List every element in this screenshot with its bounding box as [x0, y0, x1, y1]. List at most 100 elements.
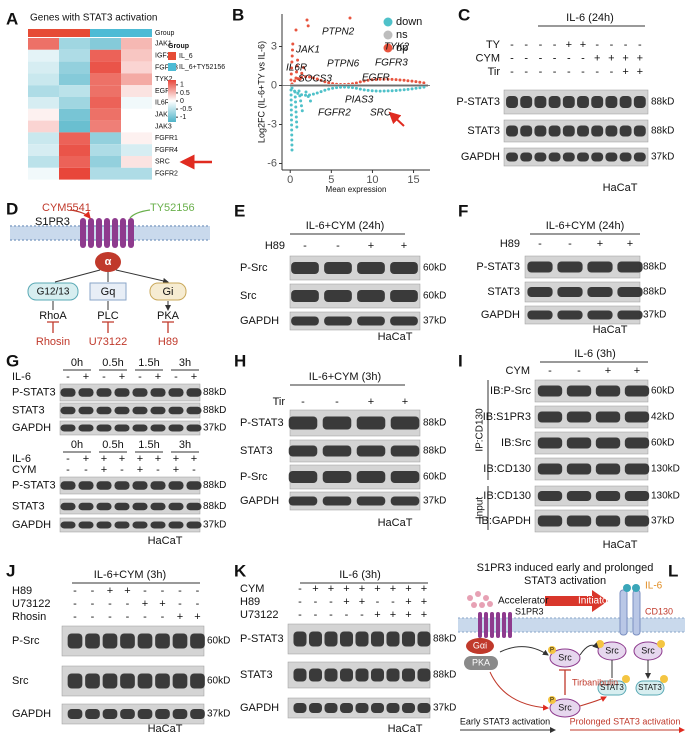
heatmap-cell — [121, 156, 152, 168]
blot-band — [67, 673, 83, 689]
panel-letter: I — [458, 351, 463, 370]
time-point: 3h — [179, 357, 191, 369]
band-label: IB:CD130 — [483, 490, 531, 502]
condition-sign: - — [510, 52, 514, 64]
src — [549, 648, 581, 668]
condition-sign: + — [328, 583, 334, 595]
label: Gαi — [473, 640, 487, 650]
blot-band — [132, 521, 148, 529]
blot-band — [357, 316, 385, 326]
band-label: P-STAT3 — [12, 479, 56, 491]
condition-sign: - — [595, 66, 599, 78]
blot-band — [322, 496, 352, 506]
band-label: GAPDH — [461, 151, 500, 163]
blot-band — [386, 631, 400, 647]
blot-band — [132, 481, 148, 490]
cell-line: HaCaT — [378, 331, 413, 343]
condition-sign: - — [178, 598, 182, 610]
condition-sign: + — [597, 238, 603, 250]
src — [549, 698, 581, 718]
blot-band — [562, 125, 575, 137]
gai — [466, 638, 494, 654]
panel-letter: D — [6, 199, 18, 218]
inhibitor: U73122 — [89, 336, 128, 348]
condition-sign: + — [137, 453, 143, 465]
band-label: P-STAT3 — [240, 633, 284, 645]
condition-sign: - — [143, 585, 147, 597]
condition-sign: - — [335, 396, 339, 408]
blot-band — [619, 152, 632, 162]
x-tick-label: 15 — [407, 174, 419, 186]
band-label: GAPDH — [481, 309, 520, 321]
blot-band — [624, 385, 650, 397]
heatmap-cell — [59, 167, 90, 180]
blot-band — [548, 96, 561, 108]
heatmap-cell — [59, 108, 90, 121]
heatmap-cell — [28, 97, 59, 109]
band-kd: 37kD — [203, 520, 226, 531]
blot-band — [78, 521, 94, 529]
blot-band — [137, 709, 153, 719]
blot-band — [587, 310, 613, 320]
condition-sign: - — [524, 52, 528, 64]
gene-label: TYK2 — [384, 42, 409, 53]
condition-label: TY — [486, 39, 501, 51]
blot-band — [150, 521, 166, 529]
gene-label: FGFR4 — [155, 147, 178, 154]
band-label: GAPDH — [12, 708, 51, 720]
condition-sign: - — [524, 66, 528, 78]
band-label: STAT3 — [467, 125, 500, 137]
heatmap-cell — [59, 120, 90, 133]
blot-band — [186, 502, 202, 511]
condition-sign: - — [595, 39, 599, 51]
condition-label: H89 — [500, 238, 520, 250]
blot-band — [595, 463, 621, 475]
gene-label: FGFR3 — [375, 58, 408, 69]
blot-band — [96, 481, 112, 490]
blot-header: IL-6+CYM (24h) — [546, 220, 625, 232]
blot-band — [96, 424, 112, 432]
condition-sign: - — [336, 240, 340, 252]
blot-band — [548, 125, 561, 137]
arrow — [499, 646, 549, 656]
condition-sign: + — [173, 453, 179, 465]
condition-label: Tir — [488, 66, 501, 78]
band-label: STAT3 — [240, 669, 273, 681]
heatmap-cell — [121, 38, 152, 50]
gene-label: PTPN2 — [322, 27, 355, 38]
blot-band — [370, 703, 385, 713]
blot-band — [168, 481, 184, 490]
colorbar-label: 1 — [180, 82, 184, 89]
blot-band — [96, 406, 112, 415]
condition-sign: - — [298, 596, 302, 608]
condition-sign: + — [194, 611, 200, 623]
band-label: GAPDH — [12, 422, 51, 434]
blot-band — [537, 515, 563, 527]
arrow — [54, 269, 168, 282]
band-kd: 88kD — [203, 501, 226, 512]
heatmap-title: Genes with STAT3 activation — [30, 13, 157, 24]
condition-sign: + — [622, 66, 628, 78]
group-bar — [121, 29, 152, 37]
band-label: GAPDH — [240, 495, 279, 507]
y-axis-label: Log2FC (IL-6+TY vs IL-6) — [256, 41, 266, 143]
condition-sign: - — [539, 52, 543, 64]
panel-letter: B — [232, 5, 244, 24]
heatmap-cell — [28, 167, 59, 180]
blot-band — [566, 515, 592, 527]
label: PKA — [472, 657, 490, 667]
blot-band — [390, 290, 418, 302]
up-points — [290, 75, 427, 87]
inhibition — [559, 669, 571, 695]
colorbar-label: 0.5 — [180, 90, 190, 97]
heatmap-cell — [121, 167, 152, 180]
band-kd: 37kD — [433, 703, 456, 714]
band-kd: 37kD — [651, 152, 674, 163]
blot-band — [557, 261, 583, 273]
blot-band — [102, 709, 118, 719]
blot-band — [150, 424, 166, 432]
y-tick-label: -3 — [267, 118, 277, 130]
heatmap-cell — [90, 167, 121, 180]
blot-band — [595, 385, 621, 397]
condition-sign: - — [174, 371, 178, 383]
